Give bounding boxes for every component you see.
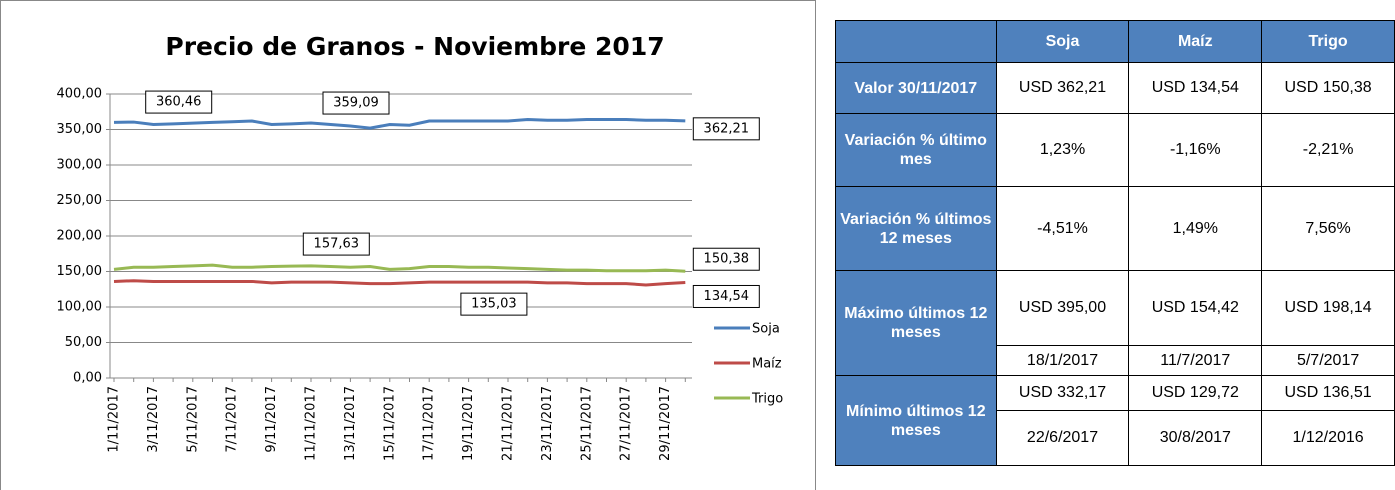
- value-cell: -2,21%: [1261, 113, 1395, 187]
- value-cell: USD 395,00: [995, 270, 1130, 346]
- table-body: Soja Maíz Trigo Valor 30/11/2017 USD 362,21 U…: [835, 20, 1395, 466]
- data-label-text: 157,63: [314, 237, 360, 252]
- row-label: Variación % último mes: [835, 113, 997, 187]
- value-cell: USD 198,14: [1261, 270, 1395, 346]
- value-cell: USD 136,51: [1261, 375, 1395, 411]
- data-label-text: 360,46: [156, 95, 202, 110]
- row-label: Valor 30/11/2017: [835, 62, 997, 114]
- data-label-box: [692, 117, 760, 141]
- value-cell: 1,49%: [1128, 186, 1263, 271]
- y-tick-label: 400,00: [57, 87, 103, 102]
- table-row: 22/6/2017 30/8/2017 1/12/2016: [836, 410, 1395, 466]
- data-label: 135,03: [460, 292, 528, 316]
- data-label: 157,63: [302, 232, 370, 256]
- x-tick-label: 17/11/2017: [422, 386, 437, 461]
- header-row: Soja Maíz Trigo: [835, 20, 1395, 63]
- value-cell: USD 332,17: [995, 375, 1130, 411]
- table-row: 18/1/2017 11/7/2017 5/7/2017: [836, 345, 1395, 376]
- table-row: Mínimo últimos 12 meses USD 332,17 USD 129…: [835, 375, 1395, 466]
- y-tick-label: 350,00: [57, 122, 103, 137]
- column-header: Maíz: [1128, 20, 1263, 63]
- date-cell: 18/1/2017: [995, 345, 1130, 376]
- value-cell: -1,16%: [1128, 113, 1263, 187]
- row-label: Variación % últimos 12 meses: [835, 186, 997, 271]
- data-label-box: [692, 284, 760, 308]
- y-tick-label: 200,00: [57, 229, 103, 244]
- x-tick-label: 11/11/2017: [304, 386, 319, 461]
- x-tick-label: 21/11/2017: [501, 386, 516, 461]
- row-label: Mínimo últimos 12 meses: [835, 375, 997, 466]
- value-cell: 1,23%: [995, 113, 1130, 187]
- value-cell: -4,51%: [995, 186, 1130, 271]
- data-label-text: 150,38: [704, 252, 750, 267]
- corner-cell: [835, 20, 997, 63]
- table-row: Variación % último mes 1,23% -1,16% -2,21%: [835, 113, 1395, 187]
- chart-title: Precio de Granos - Noviembre 2017: [165, 32, 664, 61]
- data-label-box: [322, 91, 390, 115]
- x-tick-label: 25/11/2017: [579, 386, 594, 461]
- legend-label: Maíz: [752, 357, 782, 372]
- data-label-box: [145, 90, 213, 114]
- y-tick-label: 150,00: [57, 264, 103, 279]
- series-line: [113, 118, 686, 130]
- legend-label: Soja: [752, 322, 780, 337]
- value-cell: USD 150,38: [1261, 62, 1395, 114]
- date-cell: 11/7/2017: [1128, 345, 1263, 376]
- data-label: 359,09: [322, 91, 390, 115]
- y-tick-label: 300,00: [57, 158, 103, 173]
- table-row: Máximo últimos 12 meses USD 395,00 USD 154…: [835, 270, 1395, 376]
- x-tick-label: 3/11/2017: [146, 386, 161, 453]
- data-label: 362,21: [692, 117, 760, 141]
- x-tick-label: 19/11/2017: [461, 386, 476, 461]
- chart-frame: [0, 0, 816, 490]
- x-tick-label: 13/11/2017: [343, 386, 358, 461]
- x-tick-label: 27/11/2017: [619, 386, 634, 461]
- y-tick-label: 100,00: [57, 300, 103, 315]
- table-row: Valor 30/11/2017 USD 362,21 USD 134,54 USD …: [835, 62, 1395, 114]
- series-line: [113, 263, 686, 273]
- value-cell: USD 129,72: [1128, 375, 1263, 411]
- x-tick-label: 23/11/2017: [540, 386, 555, 461]
- series-line: [113, 279, 686, 287]
- data-label-text: 135,03: [471, 297, 517, 312]
- y-tick-label: 250,00: [57, 193, 103, 208]
- x-tick-label: 29/11/2017: [658, 386, 673, 461]
- table-row: Variación % últimos 12 meses -4,51% 1,49% 7…: [835, 186, 1395, 271]
- x-tick-label: 9/11/2017: [264, 386, 279, 453]
- y-tick-label: 0,00: [73, 371, 102, 386]
- data-label-text: 134,54: [704, 289, 750, 304]
- data-label: 150,38: [692, 247, 760, 271]
- value-cell: USD 362,21: [995, 62, 1130, 114]
- x-tick-label: 7/11/2017: [225, 386, 240, 453]
- summary-table: Soja Maíz Trigo Valor 30/11/2017 USD 362,21 U…: [835, 20, 1395, 466]
- column-header: Soja: [995, 20, 1130, 63]
- x-tick-label: 15/11/2017: [382, 386, 397, 461]
- date-cell: 30/8/2017: [1128, 410, 1263, 466]
- y-tick-label: 50,00: [65, 335, 102, 350]
- date-cell: 22/6/2017: [995, 410, 1130, 466]
- date-cell: 5/7/2017: [1261, 345, 1395, 376]
- data-label-text: 362,21: [704, 121, 750, 136]
- data-label-box: [460, 292, 528, 316]
- row-label: Máximo últimos 12 meses: [835, 270, 997, 376]
- value-cell: USD 134,54: [1128, 62, 1263, 114]
- data-label-box: [692, 247, 760, 271]
- data-label: 134,54: [692, 284, 760, 308]
- column-header: Trigo: [1261, 20, 1395, 63]
- data-label-box: [302, 232, 370, 256]
- value-cell: 7,56%: [1261, 186, 1395, 271]
- x-tick-label: 5/11/2017: [185, 386, 200, 453]
- legend-label: Trigo: [751, 392, 783, 407]
- date-cell: 1/12/2016: [1261, 410, 1395, 466]
- chart: Precio de Granos - Noviembre 2017 0,00 50…: [0, 0, 816, 490]
- data-label-text: 359,09: [333, 96, 379, 111]
- data-label: 360,46: [145, 90, 213, 114]
- value-cell: USD 154,42: [1128, 270, 1263, 346]
- x-tick-label: 1/11/2017: [107, 386, 122, 453]
